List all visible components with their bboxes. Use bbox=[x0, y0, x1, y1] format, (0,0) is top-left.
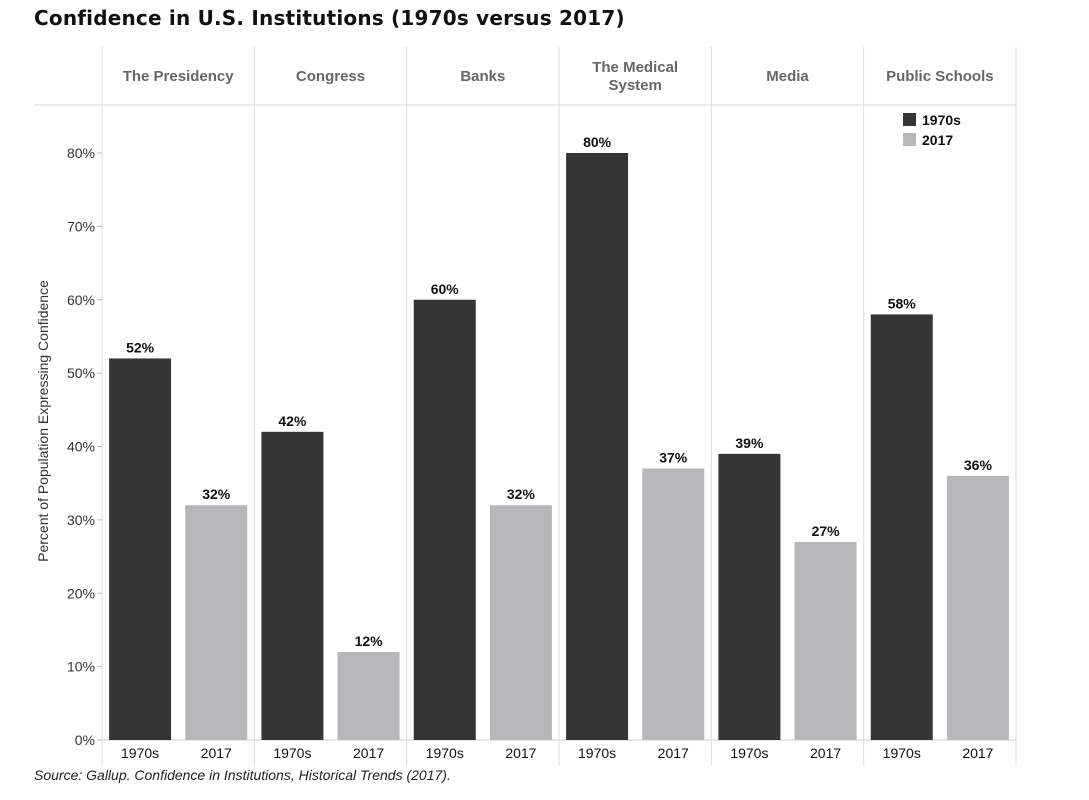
bar-1970s bbox=[261, 431, 324, 740]
legend-label: 2017 bbox=[922, 132, 953, 148]
y-tick-label: 0% bbox=[75, 732, 95, 748]
bar-2017 bbox=[337, 651, 400, 740]
category-header-line: The Presidency bbox=[123, 68, 235, 85]
category-header: Public Schools bbox=[886, 68, 994, 85]
x-tick-label: 1970s bbox=[883, 745, 921, 761]
category-header: Congress bbox=[296, 68, 365, 85]
chart-title: Confidence in U.S. Institutions (1970s v… bbox=[34, 6, 625, 30]
legend: 1970s 2017 bbox=[903, 112, 961, 148]
data-label: 32% bbox=[202, 486, 231, 502]
chart-frame bbox=[34, 47, 1017, 766]
bars: 52% 32% 42% 12% 60% 32% 80% 37% 39% 27% 58% 36% bbox=[109, 134, 1009, 740]
data-label: 32% bbox=[507, 486, 536, 502]
y-tick-label: 80% bbox=[67, 145, 95, 161]
data-label: 42% bbox=[278, 413, 307, 429]
y-tick-label: 70% bbox=[67, 218, 95, 234]
data-label: 39% bbox=[735, 435, 764, 451]
category-header: Media bbox=[766, 68, 809, 85]
data-label: 36% bbox=[964, 457, 993, 473]
bar-1970s bbox=[413, 299, 476, 740]
category-header: Banks bbox=[460, 68, 505, 85]
legend-swatch-1970s bbox=[903, 113, 916, 126]
bar-1970s bbox=[109, 358, 172, 740]
x-tick-label: 2017 bbox=[201, 745, 232, 761]
bar-2017 bbox=[185, 505, 248, 740]
bar-2017 bbox=[946, 475, 1009, 740]
x-tick-label: 2017 bbox=[810, 745, 841, 761]
x-tick-label: 1970s bbox=[273, 745, 311, 761]
category-header-line: Media bbox=[766, 68, 809, 85]
x-tick-label: 1970s bbox=[426, 745, 464, 761]
x-tick-label: 1970s bbox=[578, 745, 616, 761]
category-header-line: System bbox=[608, 77, 661, 94]
y-tick-label: 10% bbox=[67, 659, 95, 675]
x-tick-label: 1970s bbox=[730, 745, 768, 761]
data-label: 37% bbox=[659, 450, 688, 466]
y-tick-label: 50% bbox=[67, 365, 95, 381]
source-note: Source: Gallup. Confidence in Institutio… bbox=[34, 767, 451, 783]
bar-2017 bbox=[642, 468, 705, 740]
x-tick-label: 1970s bbox=[121, 745, 159, 761]
x-tick-label: 2017 bbox=[353, 745, 384, 761]
x-axis-labels: 1970s 2017 1970s 2017 1970s 2017 1970s 2017 1970… bbox=[121, 745, 994, 761]
bar-1970s bbox=[718, 453, 781, 740]
bar-2017 bbox=[794, 541, 857, 740]
x-tick-label: 2017 bbox=[658, 745, 689, 761]
bar-1970s bbox=[870, 314, 933, 740]
category-header-line: Public Schools bbox=[886, 68, 994, 85]
bar-1970s bbox=[566, 153, 629, 740]
legend-swatch-2017 bbox=[903, 133, 916, 146]
category-header: The Medical System bbox=[592, 59, 678, 94]
data-label: 80% bbox=[583, 134, 612, 150]
y-tick-label: 40% bbox=[67, 439, 95, 455]
data-label: 60% bbox=[431, 281, 460, 297]
category-headers: The Presidency Congress Banks The Medical Sy… bbox=[123, 59, 994, 94]
data-label: 52% bbox=[126, 339, 155, 355]
x-tick-label: 2017 bbox=[962, 745, 993, 761]
y-tick-label: 20% bbox=[67, 585, 95, 601]
category-header-line: Banks bbox=[460, 68, 505, 85]
data-label: 27% bbox=[812, 523, 841, 539]
bar-2017 bbox=[489, 505, 552, 740]
y-axis-title: Percent of Population Expressing Confide… bbox=[35, 280, 51, 562]
data-label: 12% bbox=[355, 633, 384, 649]
data-label: 58% bbox=[888, 295, 917, 311]
legend-label: 1970s bbox=[922, 112, 961, 128]
y-tick-label: 30% bbox=[67, 512, 95, 528]
y-axis: 0% 10% 20% 30% 40% 50% 60% 70% 80% bbox=[67, 145, 102, 748]
category-header-line: Congress bbox=[296, 68, 365, 85]
y-tick-label: 60% bbox=[67, 292, 95, 308]
category-header-line: The Medical bbox=[592, 59, 678, 76]
x-tick-label: 2017 bbox=[505, 745, 536, 761]
category-header: The Presidency bbox=[123, 68, 235, 85]
